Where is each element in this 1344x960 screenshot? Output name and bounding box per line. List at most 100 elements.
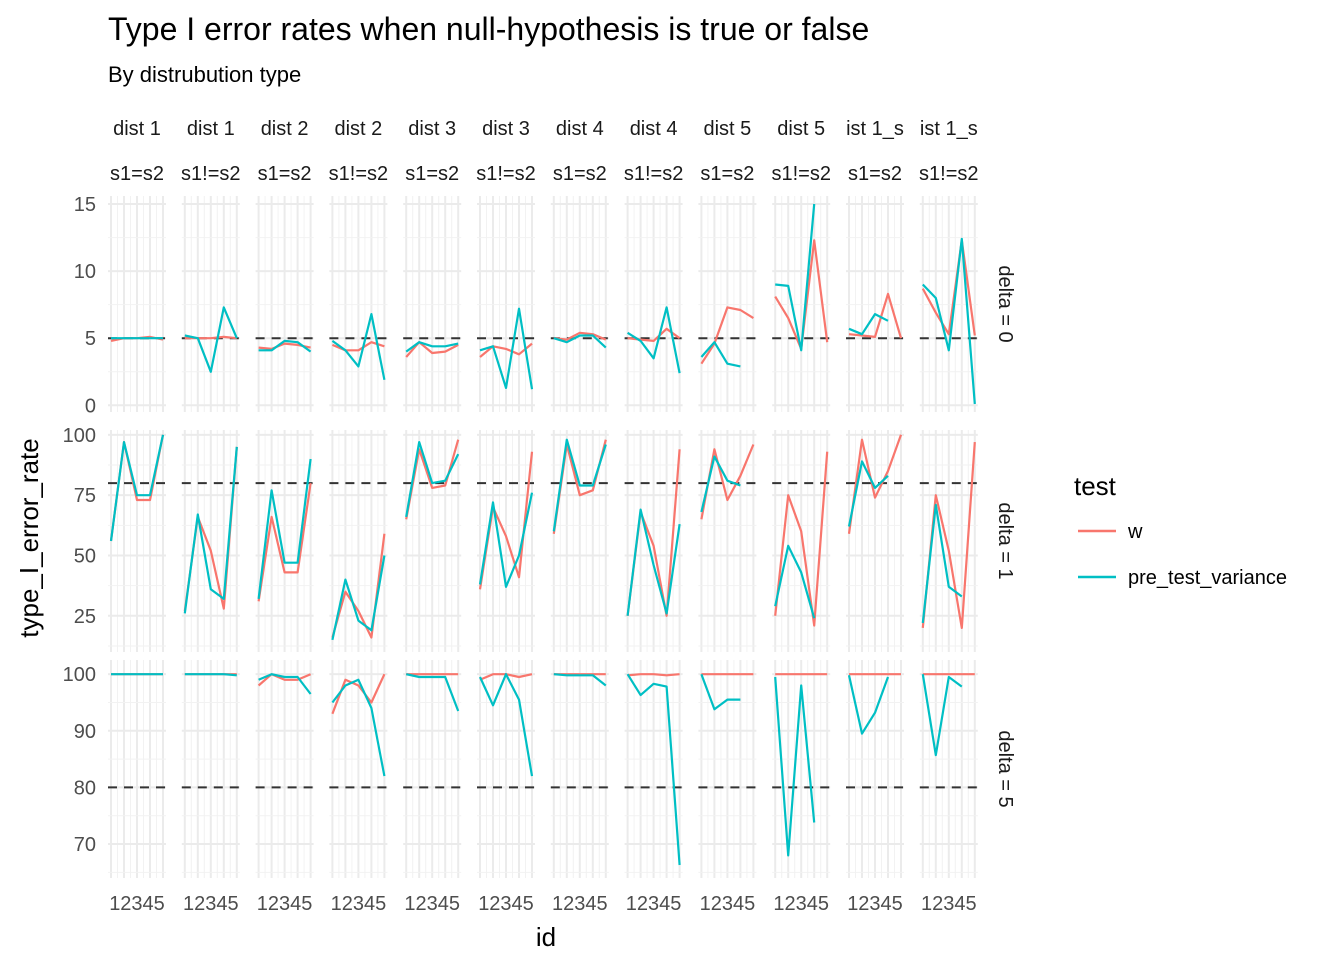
series-line-pre-test-variance (775, 203, 816, 352)
facet-panel (846, 196, 904, 412)
series-line-pre-test-variance (405, 341, 459, 353)
strip-label-dist: dist 1 (187, 118, 235, 140)
series-line-pre-test-variance (847, 460, 889, 527)
y-tick-label: 0 (85, 395, 96, 417)
series-line-w (921, 239, 976, 336)
strip-label-dist: dist 3 (408, 118, 456, 140)
series-line-pre-test-variance (626, 673, 681, 866)
facet-panel (772, 430, 831, 652)
facet-panel (477, 430, 535, 652)
series-line-pre-test-variance (774, 544, 816, 619)
series-line-pre-test-variance (258, 673, 312, 695)
series-line-pre-test-variance (553, 334, 607, 349)
y-tick-label: 90 (74, 721, 96, 743)
legend-label-w: w (1127, 521, 1143, 543)
series-line-pre-test-variance (847, 675, 890, 735)
strip-label-variance: s1=s2 (110, 163, 164, 185)
strip-label-dist: dist 2 (334, 118, 382, 140)
series-line-w (848, 292, 903, 339)
facet-panel (329, 196, 388, 412)
strip-label-dist: dist 3 (482, 118, 530, 140)
series-line-w (257, 482, 312, 602)
strip-label-dist: dist 5 (777, 118, 825, 140)
x-tick-label: 12345 (921, 893, 977, 915)
strip-label-variance: s1=s2 (848, 163, 902, 185)
facet-panel (698, 660, 757, 878)
facet-panel (919, 196, 978, 412)
facet-panel (919, 660, 978, 878)
facet-panel (181, 196, 240, 412)
series-line-pre-test-variance (627, 306, 681, 374)
facet-panel (919, 430, 978, 652)
y-tick-label: 100 (63, 664, 96, 686)
series-line-w (847, 434, 903, 534)
x-tick-label: 12345 (183, 893, 239, 915)
facet-panel (550, 430, 609, 652)
facet-panel (108, 660, 166, 878)
series-line-pre-test-variance (626, 508, 681, 616)
series-line-w (700, 306, 754, 365)
facet-panel (624, 660, 683, 878)
series-line-pre-test-variance (553, 673, 607, 687)
strip-label-variance: s1=s2 (405, 163, 459, 185)
facet-panel (624, 196, 683, 412)
strip-label-dist: dist 4 (630, 118, 678, 140)
series-line-w (627, 673, 680, 677)
strip-label-variance: s1!=s2 (624, 163, 683, 185)
x-tick-label: 12345 (847, 893, 903, 915)
y-tick-label: 5 (85, 328, 96, 350)
x-tick-label: 12345 (404, 893, 460, 915)
y-tick-label: 80 (74, 777, 96, 799)
series-line-w (774, 451, 829, 627)
series-line-pre-test-variance (922, 237, 976, 405)
facet-panel (772, 660, 831, 878)
y-tick-label: 70 (74, 834, 96, 856)
strip-label-variance: s1!=s2 (476, 163, 535, 185)
facet-panel (403, 196, 462, 412)
series-line-pre-test-variance (183, 446, 238, 614)
y-tick-label: 100 (63, 425, 96, 447)
chart-title: Type I error rates when null-hypothesis … (108, 11, 869, 47)
series-line-pre-test-variance (405, 441, 460, 518)
strip-label-variance: s1!=s2 (181, 163, 240, 185)
facet-panel (846, 660, 904, 878)
series-line-pre-test-variance (479, 673, 534, 777)
x-tick-label: 12345 (552, 893, 608, 915)
facet-panel (624, 430, 683, 652)
facet-panel (255, 660, 314, 878)
strip-label-variance: s1!=s2 (329, 163, 388, 185)
facet-panel (108, 430, 166, 652)
legend-label-pre-test-variance: pre_test_variance (1128, 567, 1287, 589)
strip-label-dist: ist 1_s (920, 118, 978, 140)
series-line-pre-test-variance (331, 678, 386, 777)
x-tick-label: 12345 (331, 893, 387, 915)
strip-label-dist: dist 4 (556, 118, 604, 140)
strip-label-variance: s1=s2 (700, 163, 754, 185)
facet-panel (255, 196, 314, 412)
strip-label-dist: dist 5 (703, 118, 751, 140)
y-axis-title: type_I_error_rate (14, 438, 44, 637)
series-line-pre-test-variance (921, 674, 963, 757)
x-tick-label: 12345 (478, 893, 534, 915)
series-line-pre-test-variance (257, 458, 312, 600)
x-tick-label: 12345 (626, 893, 682, 915)
series-line-pre-test-variance (921, 503, 963, 624)
facet-panel (181, 430, 240, 652)
x-tick-label: 12345 (257, 893, 313, 915)
series-line-pre-test-variance (479, 307, 534, 390)
series-line-pre-test-variance (405, 673, 460, 712)
facet-grid: dist 1 s1=s2 dist 1 s1!=s2 dist 2 s1=s2 dist 2… (63, 118, 1016, 915)
strip-label-variance: s1=s2 (258, 163, 312, 185)
series-line-w (257, 673, 312, 687)
series-line-w (553, 331, 607, 341)
x-tick-label: 12345 (109, 893, 165, 915)
strip-label-dist: ist 1_s (846, 118, 904, 140)
strip-label-delta: delta = 5 (994, 730, 1016, 807)
facet-panel (329, 660, 388, 878)
y-tick-label: 50 (74, 545, 96, 567)
facet-panel (477, 660, 535, 878)
strip-label-dist: dist 1 (113, 118, 161, 140)
facet-panel (772, 196, 831, 412)
y-tick-label: 15 (74, 194, 96, 216)
